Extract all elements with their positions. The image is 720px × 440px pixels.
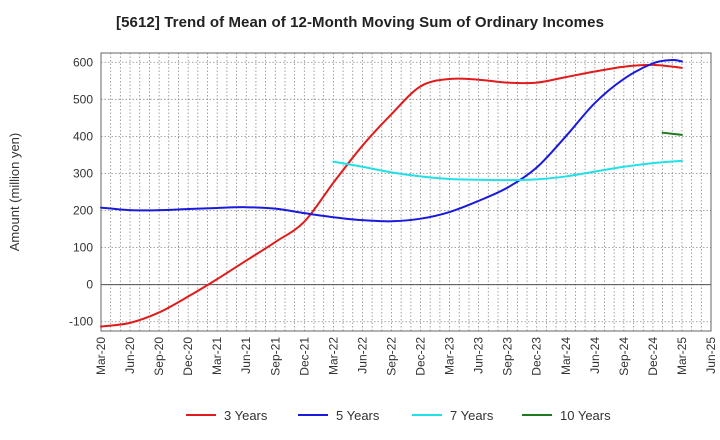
series-line-5-years xyxy=(100,59,683,223)
x-tick-label: Mar-21 xyxy=(210,337,224,375)
y-tick-label: 0 xyxy=(86,278,93,292)
x-tick-label: Sep-23 xyxy=(501,337,515,376)
x-tick-label: Sep-22 xyxy=(384,337,398,376)
legend: 3 Years 5 Years 7 Years 10 Years xyxy=(186,408,611,423)
x-tick-label: Sep-21 xyxy=(268,337,282,376)
y-tick-label: 600 xyxy=(73,55,93,69)
legend-label: 10 Years xyxy=(560,408,611,423)
legend-item-10-years: 10 Years xyxy=(522,408,611,423)
plot-frame xyxy=(100,52,712,332)
x-tick-label: Mar-20 xyxy=(94,337,108,375)
x-tick-label: Jun-24 xyxy=(588,337,602,374)
series-line-10-years xyxy=(661,131,683,136)
plot-border xyxy=(100,52,712,332)
x-tick-label: Jun-21 xyxy=(239,337,253,374)
x-tick-label: Dec-24 xyxy=(646,337,660,376)
x-tick-label: Dec-20 xyxy=(181,337,195,376)
y-tick-label: 100 xyxy=(73,241,93,255)
legend-item-3-years: 3 Years xyxy=(186,408,268,423)
x-tick-label: Dec-22 xyxy=(414,337,428,376)
y-tick-label: 500 xyxy=(73,92,93,106)
x-tick-label: Dec-23 xyxy=(530,337,544,376)
x-tick-label: Jun-25 xyxy=(704,337,718,374)
grid-lines xyxy=(100,53,712,331)
x-tick-label: Mar-23 xyxy=(443,337,457,375)
x-tick-label: Jun-23 xyxy=(472,337,486,374)
y-tick-label: 400 xyxy=(73,129,93,143)
chart-title: [5612] Trend of Mean of 12-Month Moving … xyxy=(115,14,605,31)
x-tick-label: Mar-22 xyxy=(326,337,340,375)
x-tick-label: Mar-25 xyxy=(675,337,689,375)
legend-item-7-years: 7 Years xyxy=(412,408,494,423)
y-tick-labels: -100 0 100 200 300 400 500 600 xyxy=(69,55,93,328)
x-tick-label: Jun-22 xyxy=(355,337,369,374)
x-tick-label: Sep-20 xyxy=(152,337,166,376)
x-tick-label: Mar-24 xyxy=(559,337,573,375)
x-tick-label: Sep-24 xyxy=(617,337,631,376)
x-tick-label: Jun-20 xyxy=(123,337,137,374)
y-tick-label: -100 xyxy=(69,315,93,329)
y-tick-label: 200 xyxy=(73,204,93,218)
series-line-3-years xyxy=(100,63,683,328)
series-line-7-years xyxy=(332,159,683,182)
legend-item-5-years: 5 Years xyxy=(298,408,380,423)
legend-label: 3 Years xyxy=(224,408,268,423)
series-lines xyxy=(100,59,683,328)
y-axis-label: Amount (million yen) xyxy=(7,133,22,252)
x-tick-labels: Mar-20 Jun-20 Sep-20 Dec-20 Mar-21 Jun-21 Sep-… xyxy=(94,337,718,376)
x-tick-label: Dec-21 xyxy=(297,337,311,376)
y-tick-label: 300 xyxy=(73,166,93,180)
legend-label: 5 Years xyxy=(336,408,380,423)
legend-label: 7 Years xyxy=(450,408,494,423)
